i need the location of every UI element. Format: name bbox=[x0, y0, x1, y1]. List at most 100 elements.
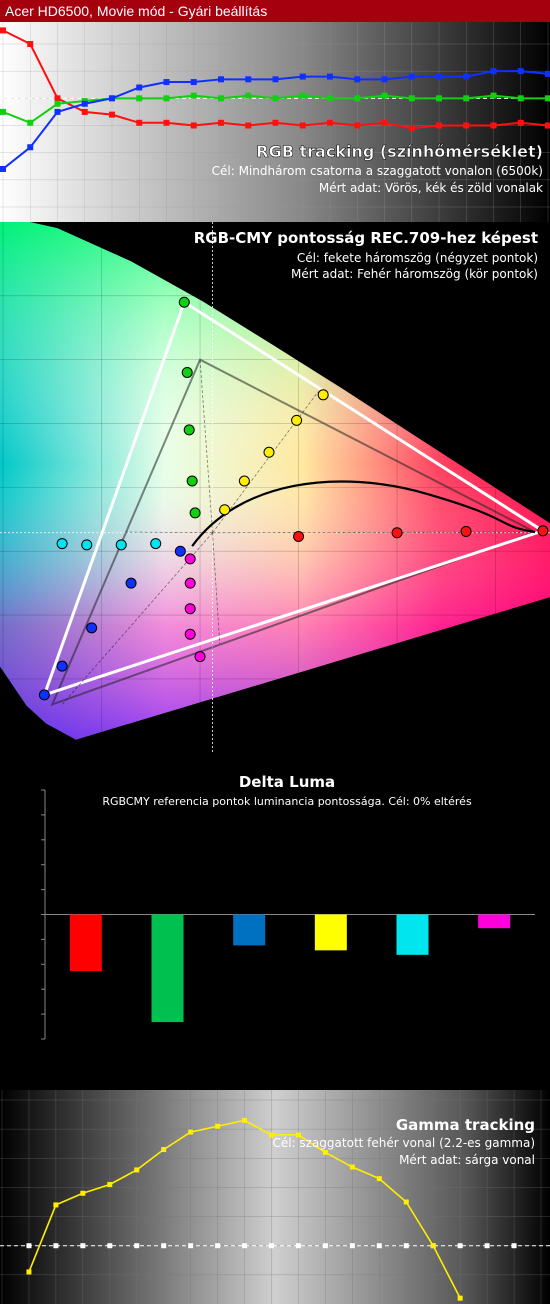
blue-data-point bbox=[27, 144, 34, 151]
gamma-data-point bbox=[215, 1123, 221, 1129]
green-data-point bbox=[0, 108, 6, 115]
red-data-point bbox=[463, 122, 470, 129]
chart-subtitle: Cél: Mindhárom csatorna a szaggatott von… bbox=[212, 164, 543, 178]
green-data-point bbox=[218, 95, 224, 102]
target-point bbox=[484, 1243, 490, 1249]
magenta-data-point bbox=[184, 553, 196, 565]
green-data-point bbox=[178, 296, 190, 308]
gamma-data-point bbox=[161, 1147, 167, 1153]
page-title: Acer HD6500, Movie mód - Gyári beállítás bbox=[5, 3, 268, 19]
green-data-point bbox=[327, 95, 333, 102]
gamma-data-point bbox=[457, 1295, 463, 1301]
blue-data-point bbox=[354, 76, 361, 83]
saturation-guide-line bbox=[199, 359, 213, 533]
red-data-point bbox=[109, 111, 115, 118]
cyan-data-point bbox=[150, 538, 162, 550]
green-data-point bbox=[181, 366, 193, 378]
gamut-chart: RGB-CMY pontosság REC.709-hez képest Cél… bbox=[0, 222, 550, 760]
red-data-point bbox=[0, 27, 6, 34]
delta-bar bbox=[396, 914, 429, 955]
blue-data-point bbox=[218, 76, 224, 83]
target-point bbox=[161, 1243, 167, 1249]
delta-bar bbox=[69, 914, 102, 972]
blue-data-point bbox=[125, 577, 137, 589]
red-data-point bbox=[327, 119, 333, 126]
blue-data-point bbox=[436, 73, 442, 80]
red-data-point bbox=[354, 122, 361, 129]
red-data-point bbox=[190, 122, 197, 129]
blue-data-point bbox=[490, 68, 497, 75]
blue-data-point bbox=[245, 76, 252, 83]
red-data-point bbox=[218, 119, 224, 126]
green-data-point bbox=[183, 424, 195, 436]
green-data-point bbox=[272, 95, 279, 102]
measured-gamut-triangle bbox=[41, 299, 547, 698]
delta-bar bbox=[233, 914, 266, 946]
red-data-point bbox=[293, 531, 305, 543]
cyan-data-point bbox=[56, 538, 68, 550]
red-data-point bbox=[537, 525, 549, 537]
target-point bbox=[107, 1243, 113, 1249]
red-data-point bbox=[27, 41, 34, 47]
saturation-guide-line bbox=[126, 531, 213, 534]
saturation-guide-line bbox=[212, 532, 221, 644]
magenta-data-point bbox=[184, 603, 196, 615]
red-data-point bbox=[81, 108, 88, 115]
green-data-point bbox=[545, 95, 550, 102]
target-point bbox=[349, 1243, 355, 1249]
red-data-point bbox=[517, 119, 524, 126]
green-data-point bbox=[299, 92, 306, 99]
target-point bbox=[26, 1243, 32, 1249]
green-data-point bbox=[381, 92, 388, 99]
chart-subtitle: Mért adat: Vörös, kék és zöld vonalak bbox=[319, 181, 543, 195]
rgb-tracking-chart: RGB tracking (színhőmérséklet) Cél: Mind… bbox=[0, 22, 550, 222]
green-data-point bbox=[54, 100, 61, 107]
target-point bbox=[215, 1243, 221, 1249]
red-data-point bbox=[136, 119, 143, 126]
chart-title: RGB tracking (színhőmérséklet) bbox=[256, 142, 543, 161]
target-point bbox=[134, 1243, 140, 1249]
red-data-point bbox=[436, 122, 442, 129]
saturation-guide-line bbox=[212, 391, 319, 533]
red-data-point bbox=[391, 527, 403, 539]
chart-subtitle: Cél: fekete háromszög (négyzet pontok) bbox=[297, 251, 538, 265]
target-point bbox=[269, 1243, 274, 1249]
cyan-data-point bbox=[81, 539, 93, 551]
green-data-point bbox=[27, 119, 34, 126]
blue-data-point bbox=[109, 95, 115, 102]
red-data-point bbox=[299, 122, 306, 129]
gamma-data-point bbox=[403, 1199, 409, 1205]
red-data-point bbox=[54, 95, 61, 102]
chart-subtitle: Cél: szaggatott fehér vonal (2.2-es gamm… bbox=[272, 1136, 535, 1150]
green-data-point bbox=[517, 95, 524, 102]
gamma-data-point bbox=[322, 1149, 328, 1155]
gamma-data-point bbox=[107, 1182, 113, 1188]
gamma-data-point bbox=[295, 1132, 301, 1138]
yellow-data-point bbox=[238, 475, 250, 487]
blue-data-point bbox=[81, 100, 88, 107]
target-point bbox=[242, 1243, 248, 1249]
blue-data-point bbox=[54, 108, 61, 115]
gamma-data-point bbox=[349, 1164, 355, 1170]
yellow-data-point bbox=[219, 504, 231, 516]
saturation-guide-line bbox=[61, 532, 213, 705]
red-data-point bbox=[381, 119, 388, 126]
green-data-point bbox=[163, 95, 170, 102]
target-point bbox=[376, 1243, 382, 1249]
gamma-data-point bbox=[242, 1117, 248, 1123]
yellow-data-point bbox=[317, 389, 329, 401]
target-point bbox=[457, 1243, 463, 1249]
gamma-data-point bbox=[53, 1202, 59, 1208]
blue-data-point bbox=[299, 73, 306, 80]
target-point bbox=[188, 1243, 194, 1249]
blue-data-point bbox=[517, 68, 524, 75]
magenta-data-point bbox=[194, 651, 206, 663]
green-data-point bbox=[245, 92, 252, 99]
blue-data-point bbox=[38, 689, 50, 701]
blue-data-point bbox=[463, 73, 470, 80]
green-data-point bbox=[354, 95, 361, 102]
gamma-data-point bbox=[376, 1176, 382, 1182]
delta-luma-chart: Delta Luma RGBCMY referencia pontok lumi… bbox=[0, 760, 550, 1090]
blue-data-point bbox=[381, 76, 388, 83]
yellow-data-point bbox=[263, 446, 275, 458]
